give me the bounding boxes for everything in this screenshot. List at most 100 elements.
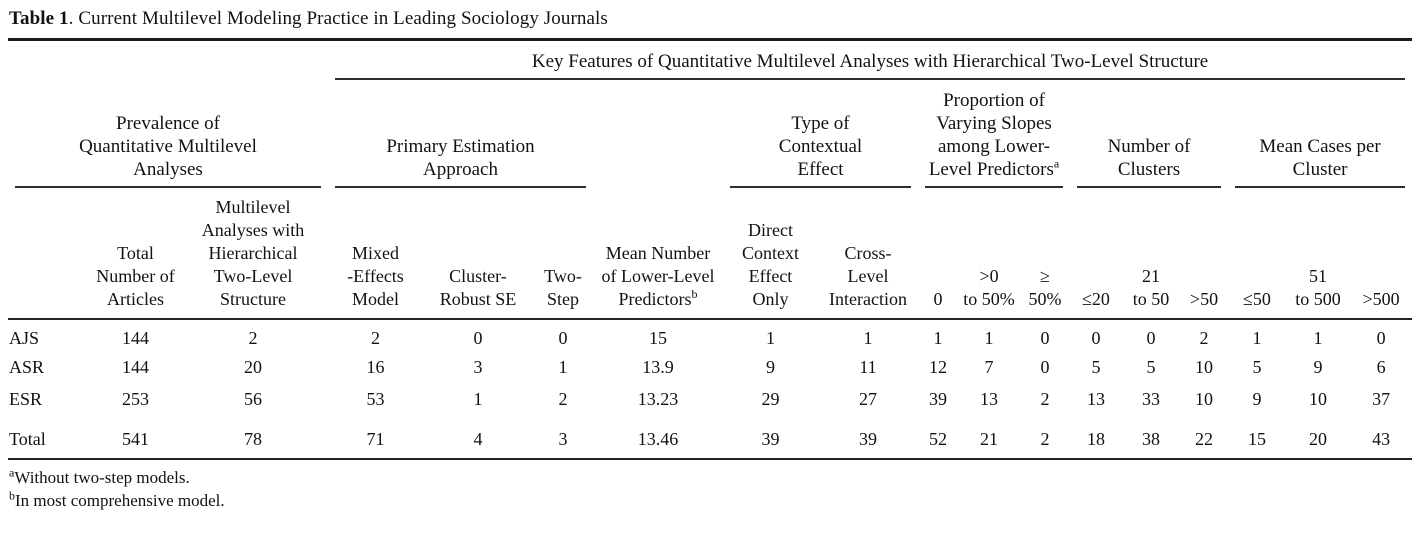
group-rule (1077, 186, 1221, 188)
footnote-b: bIn most comprehensive model. (9, 489, 1412, 512)
row-label: ESR (9, 388, 43, 409)
col-header-multilevel-articles: Multilevel Analyses with Hierarchical Tw… (178, 188, 328, 320)
group-rule (730, 186, 911, 188)
table-cell: 4 (423, 415, 533, 460)
group-header-estimation: Primary Estimation Approach (328, 80, 593, 188)
table-cell: 15 (649, 327, 667, 348)
spanner-row: Key Features of Quantitative Multilevel … (8, 41, 1412, 80)
table-cell: 13.46 (593, 415, 723, 460)
spanner-rule (335, 78, 1406, 80)
table-cell: 20 (1286, 415, 1350, 460)
table-cell: 33 (1142, 388, 1160, 409)
table-cell: 0 (558, 327, 568, 348)
col-header-gt0-to-50: >0 to 50% (958, 188, 1020, 320)
col-header-zero: 0 (918, 188, 958, 320)
table-cell: 2 (558, 388, 568, 409)
col-header-cluster-robust: Cluster- Robust SE (423, 188, 533, 320)
footnote-b-marker: b (9, 488, 15, 503)
table-cell: 0 (1146, 327, 1156, 348)
table-cell: 13 (980, 388, 998, 409)
table-cell: 2 (371, 327, 380, 348)
table-cell: 1 (558, 356, 568, 377)
table-cell: 18 (1070, 415, 1122, 460)
col-header-51-to-500: 51 to 500 (1286, 188, 1350, 320)
table-cell: 2 (1199, 327, 1209, 348)
group-rule (925, 186, 1063, 188)
table-cell: 9 (1313, 356, 1323, 377)
col-header-gt-50: >50 (1180, 188, 1228, 320)
table-cell: 6 (1376, 356, 1386, 377)
table-cell: 15 (1228, 415, 1286, 460)
table-cell: 9 (766, 356, 775, 377)
footnote-marker-a: a (1053, 156, 1060, 171)
table-cell: 39 (929, 388, 947, 409)
table-cell: 39 (818, 415, 918, 460)
table-cell: 27 (859, 388, 877, 409)
row-label: Total (8, 415, 93, 460)
row-label: AJS (9, 327, 40, 348)
table-cell: 12 (929, 356, 947, 377)
table-cell: 144 (122, 356, 149, 377)
footnote-a-text: Without two-step models. (14, 468, 190, 487)
table-cell: 253 (122, 388, 149, 409)
group-header-mean-cases: Mean Cases per Cluster (1228, 80, 1412, 188)
table-cell: 1 (766, 327, 775, 348)
table-cell: 22 (1180, 415, 1228, 460)
table-cell: 29 (761, 388, 780, 409)
footnote-b-text: In most comprehensive model. (15, 491, 225, 510)
table-cell: 7 (984, 356, 994, 377)
table-cell: 2 (1040, 388, 1050, 409)
table-cell: 1 (984, 327, 994, 348)
table-cell: 1 (1252, 327, 1262, 348)
footnote-a-marker: a (9, 465, 15, 480)
col-header-two-step: Two- Step (533, 188, 593, 320)
table-cell: 2 (1020, 415, 1070, 460)
table-cell: 78 (178, 415, 328, 460)
table-cell: 37 (1372, 388, 1391, 409)
table-cell: 1 (933, 327, 943, 348)
footnotes: aWithout two-step models. bIn most compr… (8, 466, 1412, 512)
footnote-a: aWithout two-step models. (9, 466, 1412, 489)
table-cell: 0 (1091, 327, 1101, 348)
table-cell: 13.9 (642, 356, 674, 377)
group-header-number-of-clusters: Number of Clusters (1070, 80, 1228, 188)
table-cell: 2 (248, 327, 258, 348)
table-cell: 52 (918, 415, 958, 460)
table-row-esr: ESR 253 56 53 1 2 13.23 29 27 39 13 2 13… (8, 383, 1412, 415)
col-header-row-label (8, 188, 93, 320)
col-header-cross-level: Cross- Level Interaction (818, 188, 918, 320)
paper-table-figure: Table 1. Current Multilevel Modeling Pra… (8, 8, 1413, 512)
group-header-spacer (593, 80, 723, 188)
col-header-direct-context: Direct Context Effect Only (723, 188, 818, 320)
table-cell: 1 (473, 388, 483, 409)
table-cell: 11 (859, 356, 877, 377)
group-rule (15, 186, 321, 188)
row-label: ASR (9, 356, 45, 377)
group-rule (1235, 186, 1406, 188)
table-cell: 5 (1146, 356, 1156, 377)
table-row-total: Total 541 78 71 4 3 13.46 39 39 52 21 2 … (8, 415, 1413, 460)
group-header-prevalence: Prevalence of Quantitative Multilevel An… (8, 80, 328, 188)
table-row-asr: ASR 144 20 16 3 1 13.9 9 11 12 7 0 5 5 1… (8, 351, 1412, 383)
table-cell: 0 (1040, 356, 1050, 377)
table-cell: 16 (366, 356, 385, 377)
table-cell: 3 (533, 415, 593, 460)
table-cell: 13.23 (637, 388, 679, 409)
spanner-spacer (8, 41, 328, 80)
table-cell: 5 (1091, 356, 1101, 377)
table-cell: 3 (473, 356, 483, 377)
table-cell: 10 (1195, 356, 1213, 377)
group-header-row: Prevalence of Quantitative Multilevel An… (8, 80, 1412, 188)
col-header-mean-predictors: Mean Number of Lower-Level Predictorsb (593, 188, 723, 320)
table-cell: 9 (1252, 388, 1262, 409)
col-header-mixed-effects: Mixed -Effects Model (328, 188, 423, 320)
table-cell: 0 (473, 327, 483, 348)
table-row-ajs: AJS 144 2 2 0 0 15 1 1 1 1 0 0 0 2 1 1 0 (8, 319, 1412, 351)
spanner-key-features: Key Features of Quantitative Multilevel … (328, 41, 1412, 80)
table-cell: 20 (244, 356, 262, 377)
group-header-varying-slopes: Proportion of Varying Slopes among Lower… (918, 80, 1070, 188)
table-cell: 5 (1252, 356, 1262, 377)
footnote-marker-b: b (691, 287, 698, 301)
table-cell: 56 (244, 388, 262, 409)
table-cell: 541 (93, 415, 178, 460)
